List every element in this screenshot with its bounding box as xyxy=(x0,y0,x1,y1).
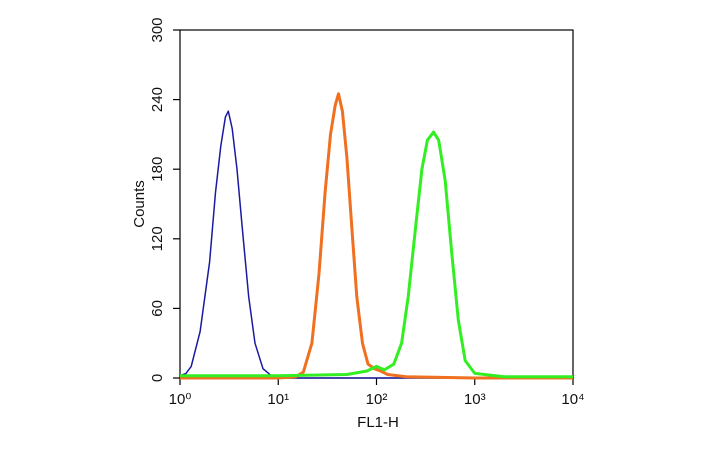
y-tick-label: 60 xyxy=(149,300,166,317)
y-tick-label: 120 xyxy=(149,226,166,251)
y-tick-label: 0 xyxy=(149,374,166,382)
x-tick-label: 10¹ xyxy=(267,391,289,408)
x-tick-label: 10² xyxy=(366,391,388,408)
histogram-line xyxy=(180,92,573,380)
y-tick-label: 300 xyxy=(149,17,166,42)
x-tick-label: 10⁴ xyxy=(561,391,584,408)
y-axis-label: Counts xyxy=(131,180,148,228)
histogram-line xyxy=(180,130,573,379)
histogram-line xyxy=(179,110,573,379)
y-tick-label: 240 xyxy=(149,87,166,112)
x-axis-label: FL1-H xyxy=(357,414,399,431)
x-tick-label: 10⁰ xyxy=(169,391,192,408)
x-tick-label: 10³ xyxy=(464,391,486,408)
plot-frame xyxy=(179,29,574,379)
y-tick-label: 180 xyxy=(149,157,166,182)
